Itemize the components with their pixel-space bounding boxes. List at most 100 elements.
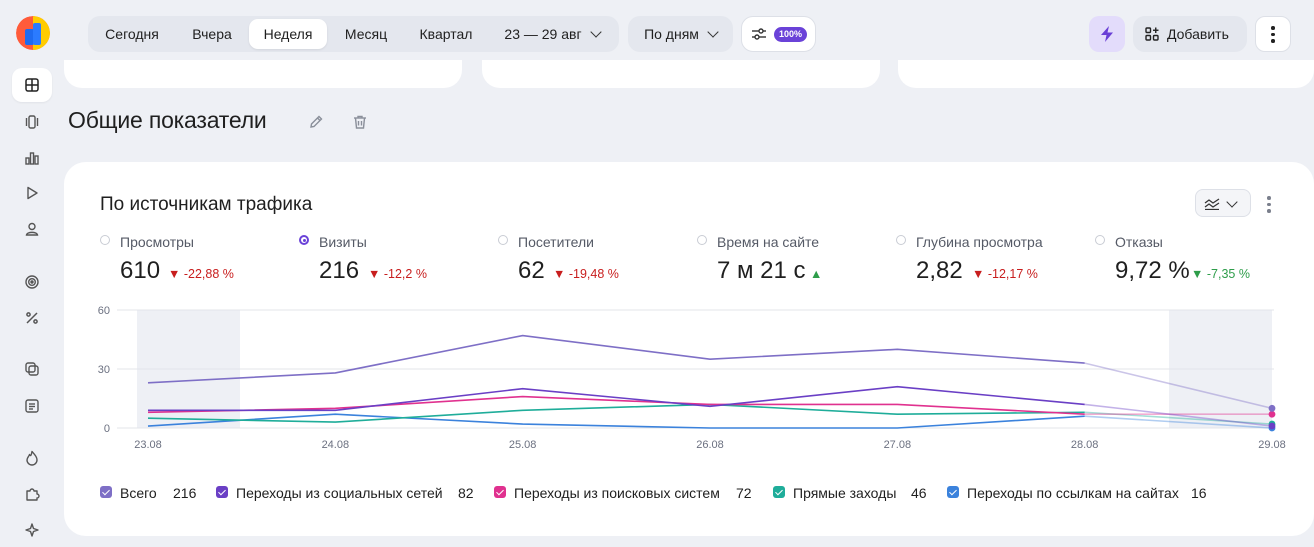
chevron-down-icon: [707, 26, 719, 38]
series-point: [1268, 410, 1276, 418]
grouping-label: По дням: [644, 26, 699, 42]
widget-menu-icon[interactable]: [1267, 196, 1271, 216]
metric-radio[interactable]: [498, 235, 508, 245]
down-triangle-icon: ▼: [972, 267, 985, 281]
series-line: [147, 413, 1085, 429]
legend-count: 82: [458, 485, 474, 501]
x-tick-label: 25.08: [509, 439, 537, 451]
add-widget-icon: [1145, 27, 1159, 41]
series-point: [1268, 422, 1276, 430]
nav-fire-icon[interactable]: [12, 441, 52, 475]
chevron-down-icon: [1226, 196, 1238, 208]
nav-dashboard-icon[interactable]: [12, 68, 52, 102]
legend-label: Всего: [120, 485, 157, 501]
nav-reports-icon[interactable]: [12, 141, 52, 175]
filters-icon: [752, 28, 766, 40]
date-range-dropdown[interactable]: 23 — 29 авг: [492, 19, 612, 49]
metric-delta: ▼ -19,48 %: [553, 267, 619, 281]
previous-card: [898, 60, 1314, 88]
metric-label: Визиты: [319, 234, 367, 250]
metric-radio[interactable]: [1095, 235, 1105, 245]
metric-delta: ▼ -22,88 %: [168, 267, 234, 281]
period-quarter-button[interactable]: Квартал: [419, 26, 473, 42]
x-tick-label: 24.08: [322, 439, 350, 451]
y-tick-label: 0: [104, 423, 110, 435]
pencil-icon: [310, 115, 323, 128]
previous-card: [64, 60, 462, 88]
metric-value: 7 м 21 с: [717, 257, 806, 284]
nav-user-icon[interactable]: [12, 212, 52, 246]
checkbox-icon[interactable]: [216, 486, 228, 498]
nav-sparkle-icon[interactable]: [12, 513, 52, 547]
metric-delta-value: -19,48 %: [568, 267, 619, 281]
y-tick-label: 60: [98, 305, 110, 317]
checkbox-icon[interactable]: [494, 486, 506, 498]
add-widget-label: Добавить: [1167, 26, 1229, 42]
nav-video-icon[interactable]: [12, 105, 52, 139]
metric-radio[interactable]: [299, 235, 309, 245]
x-tick-label: 23.08: [134, 439, 162, 451]
metric-delta: ▼ -7,35 %: [1191, 267, 1250, 281]
metric-delta-value: -22,88 %: [183, 267, 234, 281]
sampling-settings-button[interactable]: 100%: [741, 16, 816, 52]
left-sidebar: [0, 0, 64, 545]
period-yesterday-button[interactable]: Вчера: [192, 26, 232, 42]
delete-section-button[interactable]: [351, 113, 369, 131]
lightning-icon: [1101, 26, 1113, 42]
series-line: [147, 334, 1085, 384]
nav-percent-icon[interactable]: [12, 301, 52, 335]
chevron-down-icon: [589, 26, 602, 38]
down-triangle-icon: ▼: [553, 267, 566, 281]
chart-type-dropdown[interactable]: [1195, 189, 1251, 217]
metric-delta: ▼ -12,2 %: [368, 267, 427, 281]
series-point: [1268, 404, 1276, 412]
metric-radio[interactable]: [100, 235, 110, 245]
metric-label: Посетители: [518, 234, 594, 250]
add-widget-button[interactable]: Добавить: [1133, 16, 1247, 52]
nav-target-icon[interactable]: [12, 265, 52, 299]
nav-layers-icon[interactable]: [12, 352, 52, 386]
legend-count: 216: [173, 485, 197, 501]
x-tick-label: 27.08: [884, 439, 912, 451]
period-today-button[interactable]: Сегодня: [105, 26, 159, 42]
quick-actions-button[interactable]: [1089, 16, 1125, 52]
checkbox-icon[interactable]: [947, 486, 959, 498]
legend-label: Прямые заходы: [793, 485, 897, 501]
nav-list-icon[interactable]: [12, 389, 52, 423]
metric-label: Отказы: [1115, 234, 1163, 250]
metric-radio[interactable]: [697, 235, 707, 245]
down-triangle-icon: ▼: [168, 267, 181, 281]
checkbox-icon[interactable]: [100, 486, 112, 498]
section-title: Общие показатели: [68, 107, 267, 133]
checkbox-icon[interactable]: [773, 486, 785, 498]
traffic-sources-widget: По источникам трафика Просмотры 610 ▼ -2…: [64, 162, 1314, 536]
date-range-label: 23 — 29 авг: [504, 26, 582, 42]
legend-count: 72: [736, 485, 752, 501]
more-menu-button[interactable]: [1255, 16, 1291, 52]
previous-card: [482, 60, 880, 88]
more-vertical-icon: [1271, 26, 1275, 46]
series-line-incomplete: [1084, 403, 1273, 427]
period-week-button[interactable]: Неделя: [249, 19, 327, 49]
metric-delta-value: -7,35 %: [1206, 267, 1250, 281]
nav-puzzle-icon[interactable]: [12, 477, 52, 511]
app-logo[interactable]: [16, 16, 50, 50]
edit-section-button[interactable]: [307, 113, 325, 131]
trash-icon: [354, 115, 366, 129]
sampling-badge: 100%: [774, 27, 808, 42]
legend-count: 16: [1191, 485, 1207, 501]
traffic-line-chart[interactable]: 0 30 60 23.08 24.08 25.08 26.08 27.08 28.08 29.08: [64, 300, 1304, 460]
nav-play-icon[interactable]: [12, 176, 52, 210]
period-month-button[interactable]: Месяц: [344, 26, 388, 42]
metric-radio[interactable]: [896, 235, 906, 245]
metric-value: 9,72 %: [1115, 257, 1190, 284]
x-tick-label: 29.08: [1258, 439, 1286, 451]
grouping-dropdown[interactable]: По дням: [628, 16, 733, 52]
metric-delta-value: -12,2 %: [383, 267, 427, 281]
metric-label: Время на сайте: [717, 234, 820, 250]
down-triangle-icon: ▼: [368, 267, 381, 281]
up-triangle-icon: ▲: [810, 267, 823, 281]
series-line: [147, 395, 1085, 416]
y-tick-label: 30: [98, 364, 110, 376]
legend-label: Переходы из поисковых систем: [514, 485, 720, 501]
